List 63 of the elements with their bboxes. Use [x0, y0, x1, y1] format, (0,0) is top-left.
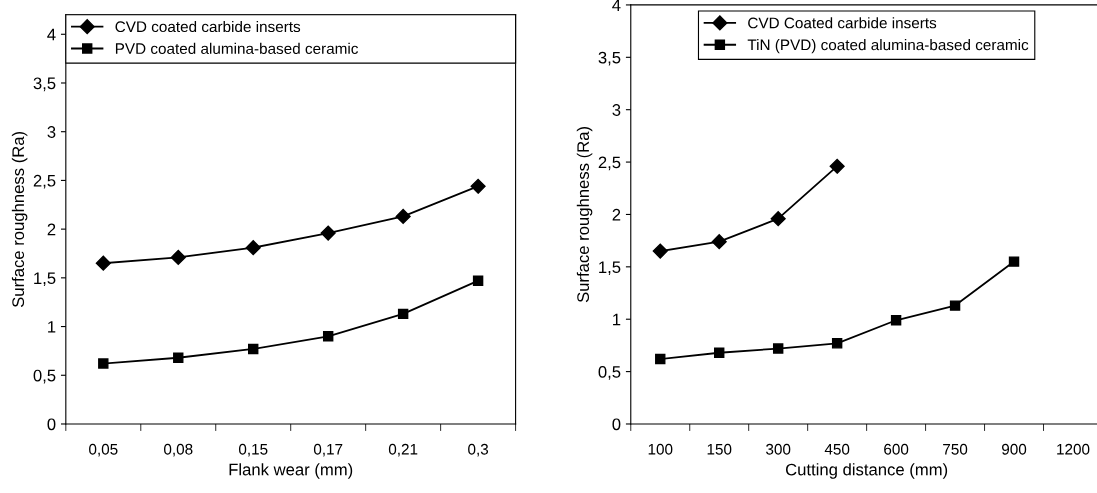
point: [95, 255, 111, 271]
point: [772, 343, 784, 354]
y-tick-label: 2,5: [598, 156, 621, 171]
x-tick-label: 150: [707, 443, 732, 455]
point: [831, 338, 843, 349]
legend-label: CVD coated carbide inserts: [115, 20, 301, 33]
point: [711, 234, 727, 250]
x-tick-label: 1200: [1057, 443, 1090, 455]
point: [248, 343, 259, 355]
point: [652, 243, 668, 259]
x-tick-label: 0,15: [238, 443, 268, 457]
y-tick-label: 4: [47, 28, 56, 41]
y-tick-label: 3,5: [33, 77, 56, 92]
point: [470, 178, 486, 194]
legend-label: PVD coated alumina-based ceramic: [115, 42, 359, 54]
y-tick-label: 0: [47, 418, 56, 431]
y-tick-label: 1: [48, 321, 56, 333]
y-tick-label: 3,5: [598, 51, 621, 66]
point: [890, 315, 902, 326]
point: [655, 353, 666, 365]
x-tick-label: 300: [766, 443, 791, 455]
point: [714, 347, 725, 358]
x-tick-label: 0,17: [313, 443, 343, 457]
legend-label: TiN (PVD) coated alumina-based ceramic: [747, 39, 1029, 54]
point: [320, 225, 336, 241]
y-tick-label: 1,5: [34, 272, 56, 287]
x-tick-label: 0,21: [388, 443, 418, 457]
x-tick-label: 100: [648, 443, 673, 455]
point: [1008, 256, 1020, 267]
point: [949, 300, 961, 311]
y-axis-title: Surface roughness (Ra): [11, 131, 28, 308]
x-axis-title: Cutting distance (mm): [785, 463, 948, 479]
point: [770, 211, 786, 227]
x-tick-label: 600: [884, 443, 909, 455]
x-tick-label: 0,08: [163, 443, 193, 457]
point: [322, 331, 334, 342]
point: [472, 275, 484, 286]
y-tick-label: 3: [612, 104, 621, 116]
y-tick-label: 2: [612, 208, 621, 221]
point: [397, 308, 409, 320]
point: [245, 240, 261, 256]
y-tick-label: 4: [612, 0, 621, 11]
x-tick-label: 750: [943, 443, 968, 455]
y-tick-label: 3: [47, 126, 56, 138]
y-axis-title: Surface roughness (Ra): [576, 127, 593, 303]
legend-label: CVD Coated carbide inserts: [748, 17, 937, 29]
y-tick-label: 0,5: [598, 366, 621, 380]
x-tick-label: 0,05: [89, 443, 118, 457]
y-tick-label: 1: [613, 313, 621, 326]
point: [98, 358, 109, 369]
y-tick-label: 0: [612, 418, 621, 431]
x-tick-label: 0,3: [468, 443, 489, 457]
y-tick-label: 2,5: [33, 174, 56, 189]
x-axis-title: Flank wear (mm): [229, 463, 353, 479]
y-tick-label: 0,5: [33, 369, 56, 384]
point: [395, 208, 411, 225]
x-tick-label: 450: [824, 443, 850, 455]
point: [173, 352, 184, 363]
point: [170, 249, 186, 265]
x-tick-label: 900: [1002, 443, 1027, 455]
point: [829, 158, 845, 174]
y-tick-label: 2: [47, 223, 56, 236]
y-tick-label: 1,5: [599, 261, 621, 276]
